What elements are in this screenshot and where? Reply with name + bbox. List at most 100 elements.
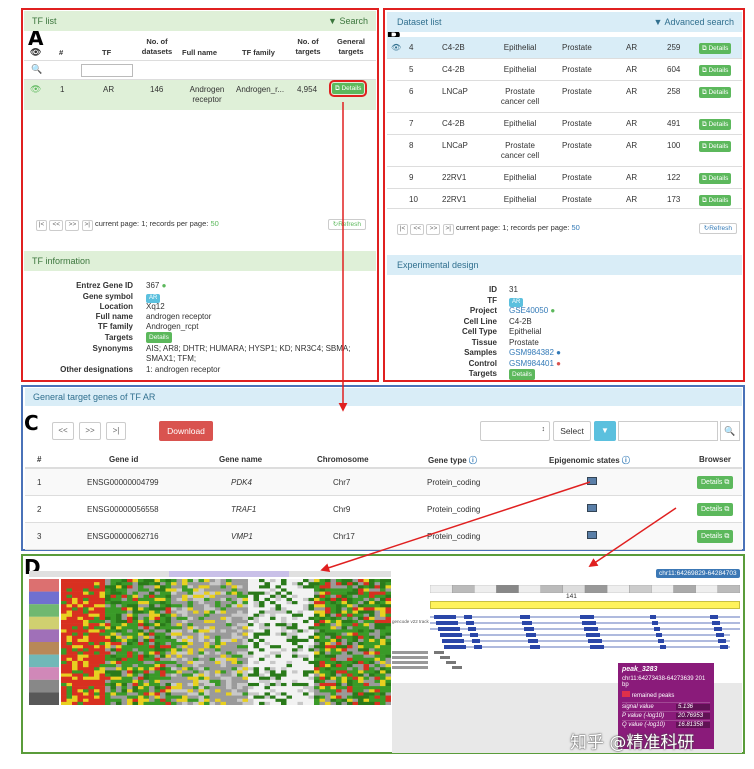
- pager-first[interactable]: |<: [397, 224, 408, 235]
- ds-details-button[interactable]: ⧉ Details: [699, 119, 732, 130]
- ds-details-button[interactable]: ⧉ Details: [699, 43, 732, 54]
- heatmap-cell: [72, 635, 78, 640]
- column-select[interactable]: ↕: [480, 421, 550, 441]
- dataset-row[interactable]: 👁 4 C4-2B Epithelial Prostate AR 259 ⧉ Details: [387, 37, 742, 59]
- pager-next[interactable]: >>: [426, 224, 441, 235]
- heatmap-cell: [275, 607, 282, 611]
- globe-icon[interactable]: ●: [556, 348, 561, 357]
- globe-icon[interactable]: ●: [556, 358, 561, 368]
- heatmap-cell: [358, 585, 364, 589]
- exp-design-title: Experimental design: [397, 260, 479, 270]
- heatmap-cell: [237, 664, 243, 668]
- heatmap-cell: [330, 654, 337, 659]
- globe-icon[interactable]: ●: [161, 281, 167, 290]
- ds-details-button[interactable]: ⧉ Details: [699, 65, 732, 76]
- exp-link[interactable]: GSM984401: [509, 358, 554, 368]
- gt-col-browser: Browser: [699, 455, 732, 464]
- heatmap-cell: [176, 610, 183, 614]
- pager-last[interactable]: >|: [81, 220, 93, 231]
- heatmap-cell: [314, 664, 320, 668]
- ds-refresh-button[interactable]: ↻Refresh: [698, 223, 737, 234]
- heatmap-cell: [77, 676, 84, 681]
- ds-details-button[interactable]: ⧉ Details: [699, 87, 732, 98]
- heatmap-cell: [341, 629, 348, 633]
- heatmap-cell: [319, 601, 326, 605]
- tf-row-1[interactable]: 👁 1 AR 146 Androgen receptor Androgen_r.…: [24, 80, 376, 110]
- image-icon[interactable]: [587, 504, 597, 512]
- heatmap-cell: [132, 648, 139, 652]
- search-icon: 🔍: [724, 426, 736, 436]
- heatmap-cell: [369, 623, 375, 627]
- exp-targets-button[interactable]: Details: [509, 369, 535, 380]
- info-icon[interactable]: ⓘ: [468, 456, 477, 465]
- epigenome-heatmap: [29, 571, 391, 705]
- image-icon[interactable]: [587, 477, 597, 485]
- adv-search-link[interactable]: ▼ Advanced search: [654, 12, 734, 32]
- tf-refresh-button[interactable]: ↻Refresh: [327, 219, 366, 230]
- heatmap-cell: [138, 695, 144, 699]
- heatmap-cell: [237, 676, 243, 681]
- dataset-row[interactable]: 7 C4-2B Epithelial Prostate AR 491 ⧉ Details: [387, 113, 742, 135]
- heatmap-cell: [121, 695, 128, 699]
- heatmap-cell: [198, 594, 205, 599]
- ds-details-button[interactable]: ⧉ Details: [699, 195, 732, 206]
- heatmap-cell: [226, 604, 232, 608]
- ds-details-button[interactable]: ⧉ Details: [699, 141, 732, 152]
- gene-search-button[interactable]: 🔍: [720, 421, 740, 441]
- heatmap-cell: [231, 667, 238, 671]
- heatmap-cell: [325, 616, 331, 621]
- tf-info-targets-button[interactable]: Details: [146, 332, 172, 343]
- pager-first[interactable]: |<: [36, 220, 47, 231]
- heatmap-cell: [116, 635, 122, 640]
- heatmap-cell: [275, 585, 282, 589]
- heatmap-cell: [204, 673, 210, 677]
- heatmap-cell: [187, 689, 194, 693]
- heatmap-cell: [77, 679, 84, 684]
- gt-details-button[interactable]: Details ⧉: [697, 476, 734, 489]
- tf-search-link[interactable]: ▼ Search: [328, 11, 368, 31]
- exp-link[interactable]: GSM984382: [509, 348, 554, 357]
- tf-filter-input[interactable]: [81, 64, 133, 77]
- select-button[interactable]: Select: [553, 421, 591, 441]
- filter-button[interactable]: ▼: [594, 421, 616, 441]
- heatmap-cell: [204, 626, 210, 630]
- heatmap-cell: [165, 626, 172, 630]
- dataset-row[interactable]: 9 22RV1 Epithelial Prostate AR 122 ⧉ Details: [387, 167, 742, 189]
- ds-details-button[interactable]: ⧉ Details: [699, 173, 732, 184]
- dataset-row[interactable]: 5 C4-2B Epithelial Prostate AR 604 ⧉ Details: [387, 59, 742, 81]
- peak-stat-val: 5.136: [676, 704, 710, 710]
- heatmap-cell: [314, 607, 320, 611]
- heatmap-cell: [253, 619, 260, 624]
- heatmap-cell: [248, 626, 254, 630]
- heatmap-cell: [380, 585, 386, 589]
- dataset-row[interactable]: 10 22RV1 Epithelial Prostate AR 173 ⧉ Details: [387, 189, 742, 209]
- heatmap-cell: [308, 582, 315, 586]
- dataset-row[interactable]: 6 LNCaP Prostate cancer cell Prostate AR 258 ⧉…: [387, 81, 742, 113]
- pager-next[interactable]: >>: [65, 220, 80, 231]
- heatmap-cell: [215, 667, 221, 671]
- info-icon[interactable]: ⓘ: [621, 456, 630, 465]
- tf-details-button[interactable]: ⧉ Details: [328, 80, 368, 97]
- dataset-row[interactable]: 8 LNCaP Prostate cancer cell Prostate AR 100 ⧉…: [387, 135, 742, 167]
- pager-last[interactable]: >|: [442, 224, 454, 235]
- gt-details-button[interactable]: Details ⧉: [697, 503, 734, 516]
- gene-search-input[interactable]: [618, 421, 718, 441]
- globe-icon[interactable]: ●: [550, 306, 556, 315]
- pager-prev[interactable]: <<: [49, 220, 64, 231]
- gt-details-button[interactable]: Details ⧉: [697, 530, 734, 543]
- pager-prev[interactable]: <<: [410, 224, 425, 235]
- exon-block: [652, 621, 658, 625]
- heatmap-cell: [160, 591, 166, 596]
- heatmap-cell: [209, 651, 216, 655]
- image-icon[interactable]: [587, 531, 597, 539]
- heatmap-cell: [281, 632, 287, 636]
- heatmap-cell: [374, 648, 381, 652]
- exp-link[interactable]: GSE40050: [509, 306, 549, 315]
- heatmap-cell: [319, 645, 326, 649]
- pager-last[interactable]: >|: [106, 422, 126, 440]
- heatmap-cell: [116, 597, 122, 602]
- panel-label-a: A: [28, 26, 44, 50]
- pager-prev[interactable]: <<: [52, 422, 74, 440]
- download-button[interactable]: Download: [159, 421, 213, 441]
- pager-next[interactable]: >>: [79, 422, 101, 440]
